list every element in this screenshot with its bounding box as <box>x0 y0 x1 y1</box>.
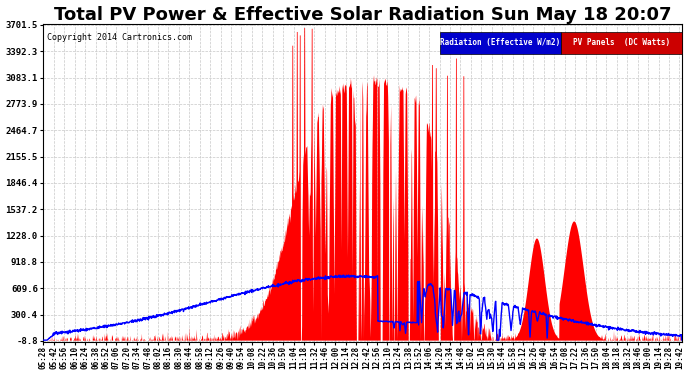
Text: Radiation (Effective W/m2): Radiation (Effective W/m2) <box>440 38 560 47</box>
FancyBboxPatch shape <box>561 32 682 54</box>
Text: PV Panels  (DC Watts): PV Panels (DC Watts) <box>573 38 670 47</box>
Text: Copyright 2014 Cartronics.com: Copyright 2014 Cartronics.com <box>46 33 192 42</box>
Title: Total PV Power & Effective Solar Radiation Sun May 18 20:07: Total PV Power & Effective Solar Radiati… <box>54 6 671 24</box>
FancyBboxPatch shape <box>440 32 561 54</box>
